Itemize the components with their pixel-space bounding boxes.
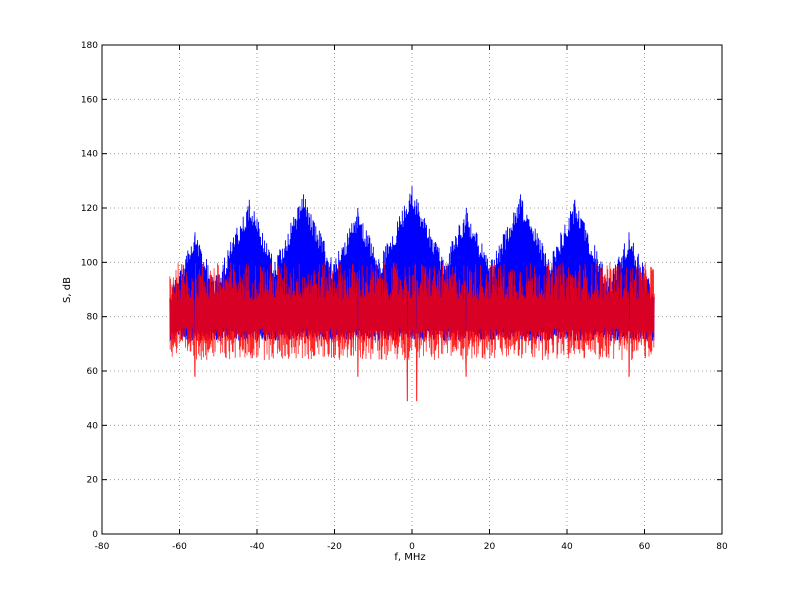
- x-tick-label: -20: [327, 542, 342, 552]
- x-tick-label: 0: [409, 542, 415, 552]
- x-axis-title: f, MHz: [394, 552, 425, 563]
- x-tick-label: -80: [95, 542, 110, 552]
- y-tick-label: 60: [87, 367, 99, 377]
- y-tick-label: 180: [81, 41, 98, 51]
- x-tick-label: -40: [250, 542, 265, 552]
- series-layer: [169, 186, 655, 402]
- x-tick-label: -60: [172, 542, 187, 552]
- x-tick-label: 40: [561, 542, 573, 552]
- y-tick-label: 80: [87, 313, 99, 323]
- x-tick-label: 80: [716, 542, 728, 552]
- y-tick-label: 120: [81, 204, 98, 214]
- y-tick-label: 20: [87, 476, 99, 486]
- x-tick-label: 60: [639, 542, 651, 552]
- red-series-line: [169, 262, 655, 402]
- y-tick-label: 100: [81, 258, 98, 268]
- y-tick-label: 0: [92, 530, 98, 540]
- y-tick-label: 160: [81, 95, 98, 105]
- axis-ticks: -80 -60 -40 -20 0 20 40 60 80 0 20 40 60 80 100 120 140 1…: [81, 41, 728, 552]
- y-tick-label: 40: [87, 421, 99, 431]
- y-axis-title: S, dB: [62, 277, 73, 303]
- x-tick-label: 20: [484, 542, 496, 552]
- y-tick-label: 140: [81, 150, 98, 160]
